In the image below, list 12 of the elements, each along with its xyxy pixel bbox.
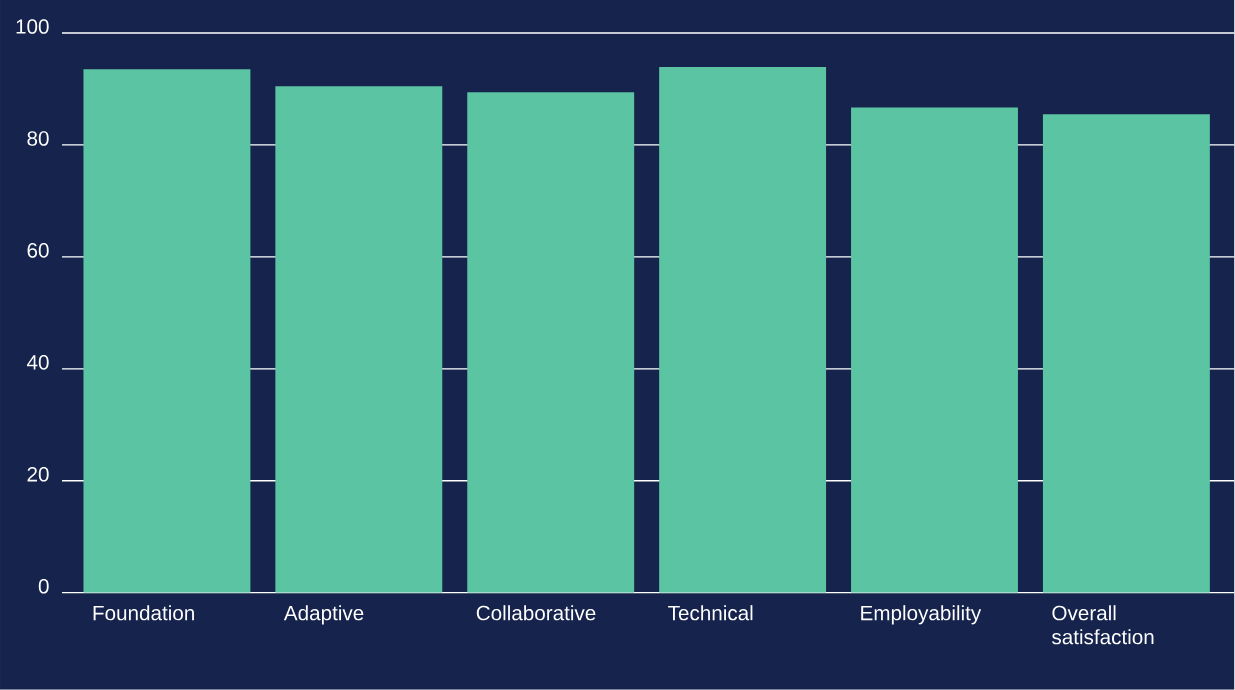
x-tick-label: Adaptive: [283, 605, 364, 625]
x-tick-label: Collaborative: [476, 605, 596, 621]
x-tick-label: Employability: [861, 605, 982, 625]
y-tick-label: 0: [38, 579, 49, 594]
y-tick-label: 80: [27, 131, 49, 146]
y-tick-label: 20: [27, 467, 49, 482]
y-tick-label: 60: [27, 243, 49, 258]
y-tick-label: 40: [27, 355, 49, 370]
x-tick-label: Foundation: [93, 605, 194, 621]
y-tick-label: 100: [16, 19, 49, 35]
x-tick-label: Overall satisfaction: [1052, 605, 1154, 645]
x-tick-label: Technical: [668, 605, 753, 621]
